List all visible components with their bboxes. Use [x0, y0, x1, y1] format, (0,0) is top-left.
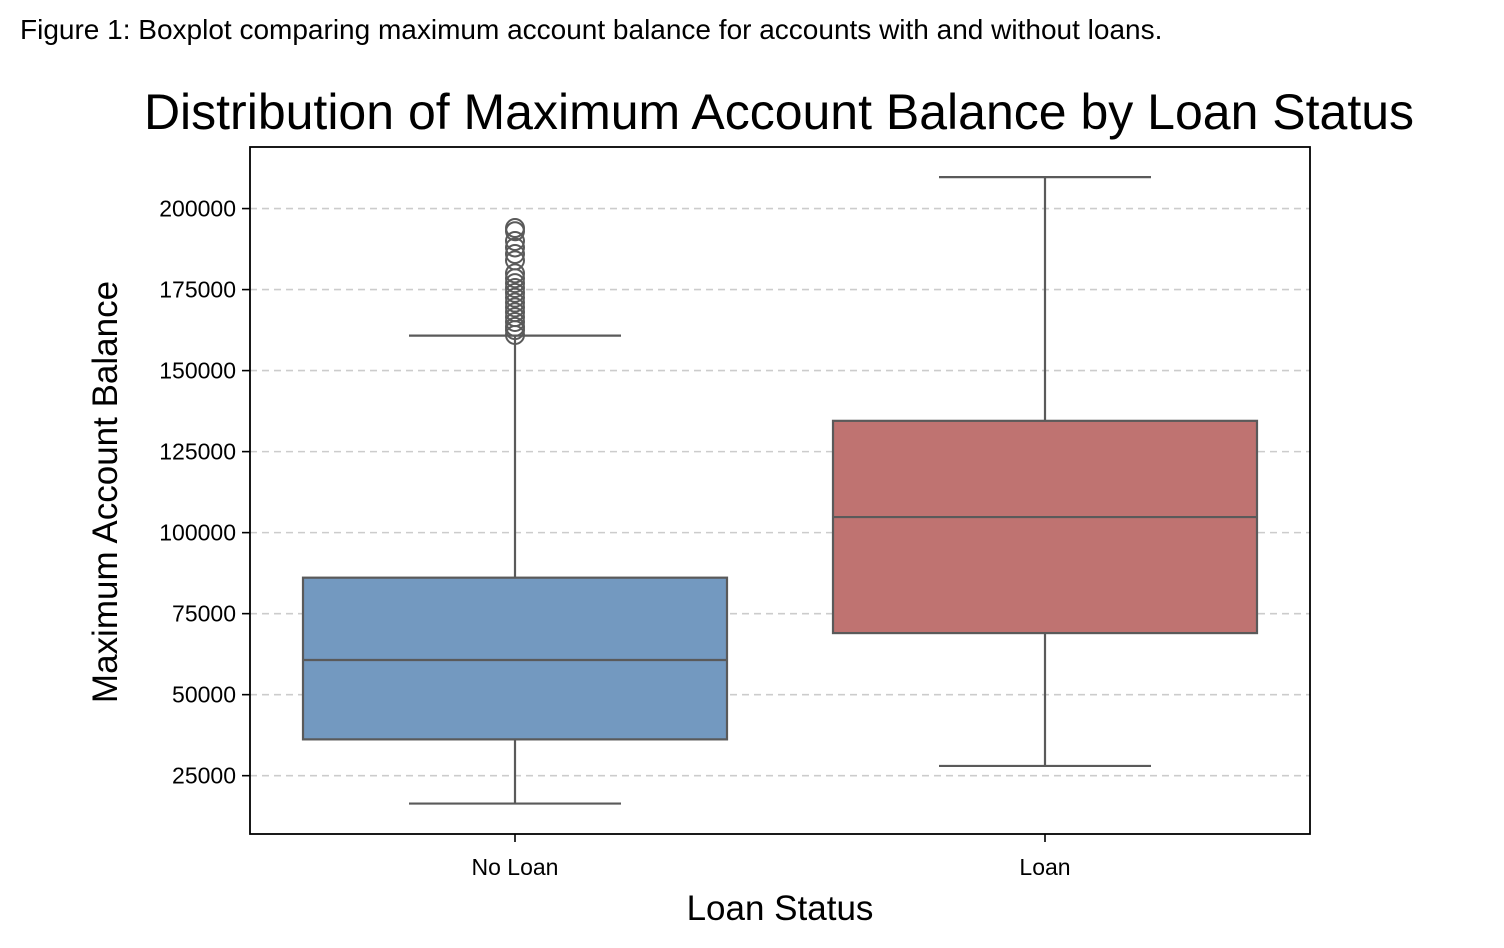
outlier-point — [505, 316, 525, 337]
outlier-point — [505, 273, 525, 294]
y-tick-label: 100000 — [159, 520, 236, 546]
outlier-point — [505, 250, 525, 271]
outlier-point — [505, 263, 525, 284]
y-tick-label: 50000 — [172, 682, 236, 708]
outlier-point — [505, 230, 525, 251]
outlier-point — [505, 243, 525, 264]
iqr-box — [301, 576, 729, 741]
x-axis-label: Loan Status — [687, 889, 874, 928]
iqr-box — [831, 419, 1259, 635]
x-tick-label: Loan — [1019, 854, 1070, 880]
figure-caption: Figure 1: Boxplot comparing maximum acco… — [20, 14, 1163, 45]
y-tick-label: 175000 — [159, 277, 236, 303]
outlier-point — [505, 287, 525, 308]
outlier-point — [505, 282, 525, 303]
boxes — [301, 176, 1259, 805]
y-tick-label: 150000 — [159, 358, 236, 384]
outlier-point — [505, 311, 525, 332]
axes: 25000 50000 75000 100000 125000 150000 175000 2… — [159, 196, 1070, 880]
y-tick-label: 25000 — [172, 763, 236, 789]
outlier-point — [505, 218, 525, 239]
plot-frame — [249, 146, 1311, 835]
y-tick-label: 125000 — [159, 439, 236, 465]
outlier-point — [505, 302, 525, 323]
outlier-point — [505, 292, 525, 313]
outlier-point — [505, 237, 525, 258]
box-group — [301, 218, 729, 805]
outlier-point — [505, 277, 525, 298]
chart-title: Distribution of Maximum Account Balance … — [144, 84, 1414, 140]
x-tick-label: No Loan — [472, 854, 559, 880]
grid-lines — [250, 207, 1310, 777]
y-tick-label: 75000 — [172, 601, 236, 627]
y-tick-label: 200000 — [159, 196, 236, 222]
outlier-point — [505, 307, 525, 328]
box-group — [831, 176, 1259, 768]
y-axis-label: Maximum Account Balance — [86, 281, 125, 703]
outlier-point — [505, 297, 525, 318]
